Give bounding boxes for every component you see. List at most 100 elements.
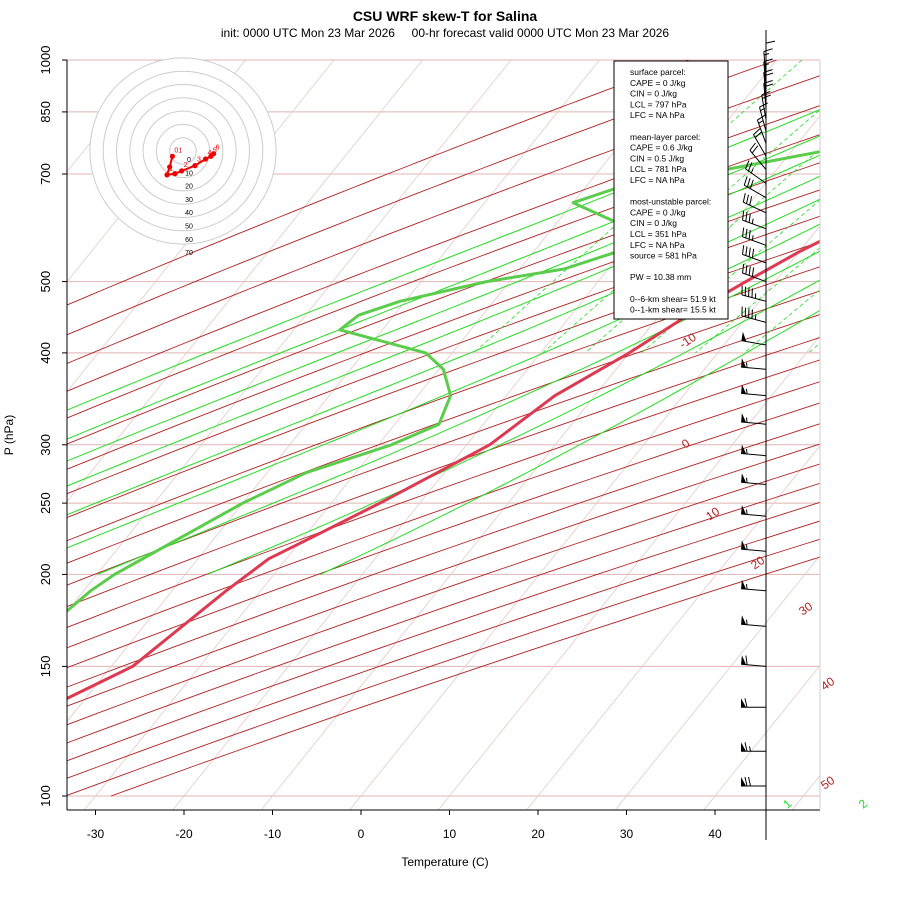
wind-barb-flag bbox=[746, 656, 747, 665]
wind-barb-half-flag bbox=[752, 235, 753, 240]
x-tick-label: 0 bbox=[358, 827, 365, 841]
parcel-info-line: source = 581 hPa bbox=[630, 251, 697, 261]
wind-barb-staff bbox=[742, 295, 766, 301]
hodograph-point bbox=[164, 172, 169, 177]
isotherm-line bbox=[261, 60, 865, 810]
wind-barb-flag bbox=[749, 230, 750, 239]
wind-barb-flag bbox=[746, 212, 747, 221]
parcel-info-line: PW = 10.38 mm bbox=[630, 272, 691, 282]
y-tick-label: 700 bbox=[38, 163, 53, 185]
wind-barb-half-flag bbox=[747, 545, 748, 550]
hodograph-ring-label: 70 bbox=[185, 250, 193, 257]
parcel-info-line: LFC = NA hPa bbox=[630, 110, 685, 120]
parcel-info-line: CAPE = 0 J/kg bbox=[630, 207, 686, 217]
hodograph-ring-label: 0 bbox=[187, 157, 191, 164]
wind-barb-pennant bbox=[741, 358, 746, 367]
wind-barb-pennant bbox=[741, 332, 746, 342]
wind-barb bbox=[741, 445, 766, 456]
parcel-info-line: LCL = 351 hPa bbox=[630, 229, 687, 239]
wind-barbs bbox=[741, 30, 775, 840]
hodograph-height-label: 4 bbox=[208, 150, 212, 157]
wind-barb-flag bbox=[746, 246, 747, 255]
wind-barb bbox=[741, 505, 766, 516]
wind-barb-staff bbox=[746, 169, 767, 183]
hodograph-point bbox=[203, 156, 208, 161]
wind-barb-flag bbox=[749, 777, 751, 786]
wind-barb bbox=[742, 286, 766, 302]
parcel-info-line: LFC = NA hPa bbox=[630, 175, 685, 185]
wind-barb-half-flag bbox=[747, 620, 748, 625]
mixing-ratio-label: 2 bbox=[856, 796, 870, 811]
wind-barb-staff bbox=[741, 589, 766, 591]
wind-barb-staff bbox=[741, 367, 766, 369]
moist-adiabat-line bbox=[207, 60, 900, 574]
wind-barb-staff bbox=[741, 514, 766, 516]
wind-barb-flag bbox=[744, 176, 747, 185]
wind-barb-half-flag bbox=[747, 389, 748, 394]
hodograph-ring-label: 10 bbox=[185, 170, 193, 177]
isotherm-label: 20 bbox=[748, 553, 767, 572]
parcel-info-line: mean-layer parcel: bbox=[630, 132, 700, 142]
wind-barb-flag bbox=[745, 742, 747, 751]
hodograph-ring bbox=[90, 58, 276, 244]
wind-barb-staff bbox=[741, 393, 766, 395]
isotherm-label: 0 bbox=[679, 436, 693, 451]
y-tick-label: 100 bbox=[38, 785, 53, 807]
hodograph-point bbox=[172, 171, 177, 176]
isotherm-label: 40 bbox=[818, 674, 837, 693]
wind-barb-half-flag bbox=[759, 121, 763, 124]
wind-barb-half-flag bbox=[747, 449, 748, 454]
hodograph-point bbox=[170, 154, 175, 159]
x-tick-label: -20 bbox=[175, 827, 193, 841]
wind-barb-flag bbox=[749, 213, 750, 222]
wind-barb-flag bbox=[743, 264, 744, 273]
hodograph-ring-label: 40 bbox=[185, 210, 193, 217]
wind-barb-pennant bbox=[741, 413, 746, 422]
hodograph-point bbox=[179, 168, 184, 173]
wind-barb-flag bbox=[766, 41, 775, 43]
parcel-info-line: 0--1-km shear= 15.5 kt bbox=[630, 305, 716, 315]
parcel-info-line: LFC = NA hPa bbox=[630, 240, 685, 250]
wind-barb-flag bbox=[749, 248, 750, 257]
hodograph-ring-label: 30 bbox=[185, 197, 193, 204]
isotherm-label: 30 bbox=[796, 599, 815, 618]
x-tick-label: 20 bbox=[531, 827, 545, 841]
y-tick-label: 250 bbox=[38, 492, 53, 514]
wind-barb-flag bbox=[752, 268, 753, 277]
hodograph-height-label: 1 bbox=[169, 166, 173, 173]
wind-barb bbox=[741, 742, 766, 751]
wind-barb-flag bbox=[757, 115, 765, 120]
wind-barb-pennant bbox=[741, 655, 746, 664]
wind-barb-half-flag bbox=[747, 584, 748, 589]
y-tick-label: 850 bbox=[38, 101, 53, 123]
wind-barb-flag bbox=[743, 245, 744, 254]
wind-barb bbox=[741, 655, 766, 666]
wind-barb-flag bbox=[747, 195, 749, 204]
x-tick-label: 10 bbox=[443, 827, 457, 841]
wind-barb-half-flag bbox=[747, 363, 748, 368]
wind-barb-flag bbox=[764, 49, 773, 52]
hodograph-point bbox=[192, 163, 197, 168]
wind-barb-flag bbox=[745, 777, 747, 786]
mixing-ratio-labels: 123581220 bbox=[780, 794, 900, 814]
y-tick-label: 400 bbox=[38, 342, 53, 364]
y-axis-label: P (hPa) bbox=[2, 415, 16, 455]
parcel-info-line: CIN = 0.5 J/kg bbox=[630, 153, 684, 163]
parcel-info-line: 0--6-km shear= 51.9 kt bbox=[630, 294, 716, 304]
wind-barb-pennant bbox=[741, 505, 746, 514]
wind-barb-pennant bbox=[741, 615, 746, 624]
wind-barb-half-flag bbox=[747, 509, 748, 514]
wind-barb-staff bbox=[743, 220, 767, 229]
wind-barb-pennant bbox=[741, 384, 746, 393]
x-tick-label: 30 bbox=[620, 827, 634, 841]
wind-barb-pennant bbox=[741, 445, 746, 454]
y-tick-label: 500 bbox=[38, 271, 53, 293]
hodograph-height-label: 2 bbox=[184, 162, 188, 169]
wind-barb bbox=[741, 615, 766, 626]
